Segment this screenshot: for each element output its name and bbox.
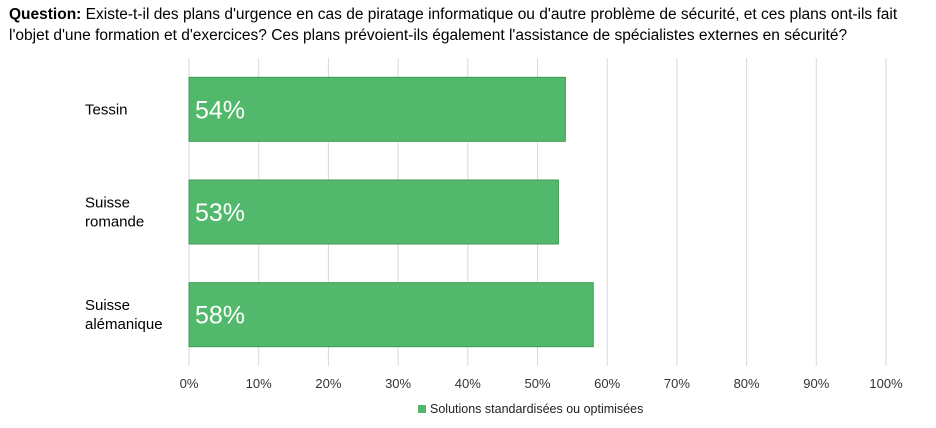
category-label: Suisse: [85, 195, 130, 212]
x-tick-label: 0%: [180, 376, 199, 391]
x-tick-label: 60%: [594, 376, 620, 391]
data-label: 53%: [195, 199, 245, 227]
bar: [188, 76, 566, 142]
legend: Solutions standardisées ou optimisées: [418, 402, 643, 416]
x-tick-label: 80%: [734, 376, 760, 391]
category-label: Tessin: [85, 101, 128, 118]
x-tick-label: 30%: [385, 376, 411, 391]
x-tick-label: 10%: [246, 376, 272, 391]
x-tick-label: 90%: [803, 376, 829, 391]
x-tick-label: 20%: [315, 376, 341, 391]
data-label: 58%: [195, 302, 245, 330]
category-label: romande: [85, 214, 144, 231]
x-tick-label: 100%: [869, 376, 903, 391]
legend-swatch: [418, 405, 426, 413]
x-tick-label: 70%: [664, 376, 690, 391]
category-label: alémanique: [85, 316, 163, 333]
data-label: 54%: [195, 96, 245, 124]
bar: [188, 282, 594, 348]
legend-label: Solutions standardisées ou optimisées: [430, 402, 644, 416]
question-body: Existe-t-il des plans d'urgence en cas d…: [9, 6, 898, 44]
bar: [188, 179, 559, 245]
x-tick-label: 40%: [455, 376, 481, 391]
question-label: Question:: [9, 6, 82, 23]
x-tick-label: 50%: [524, 376, 550, 391]
category-label: Suisse: [85, 297, 130, 314]
question-text: Question: Existe-t-il des plans d'urgenc…: [9, 4, 934, 46]
